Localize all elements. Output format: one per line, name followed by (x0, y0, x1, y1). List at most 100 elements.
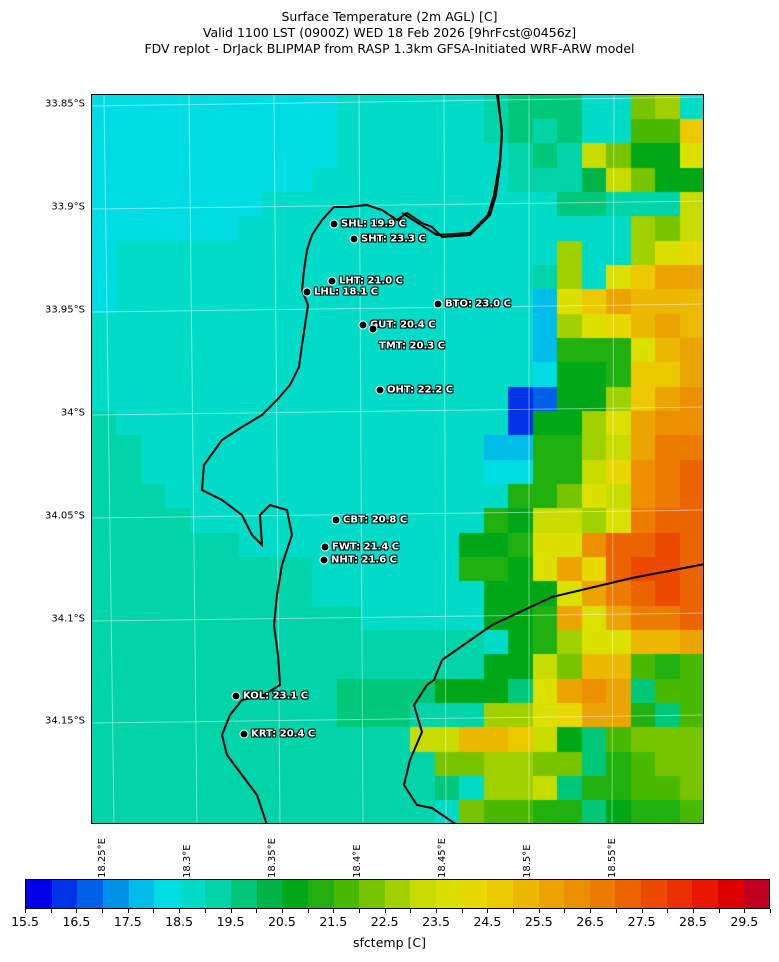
station-dot-icon (331, 515, 341, 525)
colorbar-tick-label: 25.5 (524, 914, 553, 929)
colorbar-tick-label: 16.5 (62, 914, 91, 929)
colorbar-tick (487, 909, 489, 913)
colorbar-segment (128, 880, 155, 908)
station-label: SHL: 19.9 C (341, 218, 406, 230)
station-dot-icon (375, 385, 385, 395)
y-tick-label: 33.9°S (51, 201, 85, 213)
colorbar-segment (307, 880, 334, 908)
coastline-southeast (402, 563, 703, 823)
colorbar-tick (76, 909, 78, 913)
colorbar-segment (666, 880, 693, 908)
colorbar-tick-label: 26.5 (576, 914, 605, 929)
colorbar-tick (410, 909, 412, 913)
colorbar-segment (743, 880, 770, 908)
colorbar-segment (359, 880, 385, 908)
station-label: CBT: 20.8 C (343, 514, 408, 526)
colorbar-tick (538, 909, 540, 913)
colorbar-tick (333, 909, 335, 913)
graticule (92, 95, 703, 823)
station-dot-icon (320, 542, 330, 552)
colorbar-tick (50, 909, 52, 913)
colorbar-segment (512, 880, 539, 908)
colorbar-segment (231, 880, 257, 908)
colorbar-tick (513, 909, 515, 913)
colorbar-tick (590, 909, 592, 913)
colorbar-tick-label: 28.5 (679, 914, 707, 929)
coastline-overlay (92, 95, 703, 823)
chart-title: Surface Temperature (2m AGL) [C] (281, 9, 498, 24)
colorbar-label: sfctemp [C] (353, 935, 426, 950)
y-tick-label: 33.95°S (45, 304, 85, 316)
x-tick-label: 18.4°E (352, 844, 363, 878)
station-dot-icon (231, 691, 241, 701)
colorbar-tick-label: 20.5 (267, 914, 296, 929)
colorbar-tick (770, 909, 771, 913)
colorbar-tick (744, 909, 746, 913)
colorbar-segment (282, 880, 308, 908)
colorbar-tick (153, 909, 155, 913)
station-label: TMT: 20.3 C (379, 340, 446, 352)
colorbar-tick (667, 909, 669, 913)
colorbar-tick-label: 24.5 (473, 914, 502, 929)
colorbar-tick (641, 909, 643, 913)
station-label: SHT: 23.3 C (361, 233, 426, 245)
station-label: LHL: 18.1 C (314, 286, 379, 298)
colorbar-tick-label: 29.5 (730, 914, 759, 929)
colorbar-segment (564, 880, 590, 908)
colorbar-segment (692, 880, 718, 908)
colorbar-segment (717, 880, 744, 908)
y-tick-label: 34.05°S (45, 510, 85, 522)
colorbar-segment (589, 880, 616, 908)
colorbar-tick (358, 909, 360, 913)
x-tick-label: 18.3°E (182, 844, 193, 878)
colorbar-tick (256, 909, 258, 913)
colorbar-segment (102, 880, 129, 908)
temperature-grid (92, 95, 703, 823)
colorbar-tick (281, 909, 283, 913)
station-dot-icon (327, 276, 337, 286)
y-tick-label: 34.1°S (51, 613, 85, 625)
colorbar-tick-label: 18.5 (165, 914, 194, 929)
colorbar-segment (179, 880, 206, 908)
colorbar-tick (127, 909, 129, 913)
colorbar-segment (410, 880, 436, 908)
coastline-falsebay-north (401, 95, 504, 237)
colorbar-segment (641, 880, 667, 908)
colorbar-tick (692, 909, 694, 913)
station-label: NHT: 21.6 C (331, 554, 397, 566)
colorbar-segment (615, 880, 641, 908)
station-dot-icon (302, 287, 312, 297)
colorbar-segment (436, 880, 462, 908)
x-tick-label: 18.5°E (522, 844, 533, 878)
station-dot-icon (329, 219, 339, 229)
colorbar-tick-label: 15.5 (11, 914, 39, 929)
station-label: KOL: 23.1 C (243, 690, 309, 702)
station-label: BTO: 23.0 C (445, 298, 511, 310)
station-label: KRT: 20.4 C (251, 728, 316, 740)
colorbar (25, 879, 770, 909)
x-tick-label: 18.35°E (267, 838, 278, 878)
y-tick-label: 33.85°S (45, 98, 85, 110)
colorbar-segment (26, 880, 52, 908)
colorbar-tick-label: 27.5 (627, 914, 656, 929)
colorbar-tick (25, 909, 26, 913)
x-tick-label: 18.45°E (437, 838, 448, 878)
colorbar-segment (384, 880, 411, 908)
station-dot-icon (239, 729, 249, 739)
colorbar-tick (179, 909, 181, 913)
chart-source: FDV replot - DrJack BLIPMAP from RASP 1.… (144, 41, 635, 56)
colorbar-tick-label: 19.5 (216, 914, 245, 929)
station-label: GUT: 20.4 C (370, 319, 436, 331)
colorbar-tick (102, 909, 104, 913)
colorbar-tick (307, 909, 309, 913)
colorbar-segment (461, 880, 488, 908)
colorbar-tick (564, 909, 566, 913)
colorbar-segment (205, 880, 231, 908)
y-tick-label: 34.15°S (45, 715, 85, 727)
colorbar-tick (230, 909, 232, 913)
colorbar-segment (256, 880, 283, 908)
station-dot-icon (433, 299, 443, 309)
y-tick-label: 34°S (60, 407, 85, 419)
colorbar-tick (384, 909, 386, 913)
colorbar-tick-label: 23.5 (422, 914, 450, 929)
